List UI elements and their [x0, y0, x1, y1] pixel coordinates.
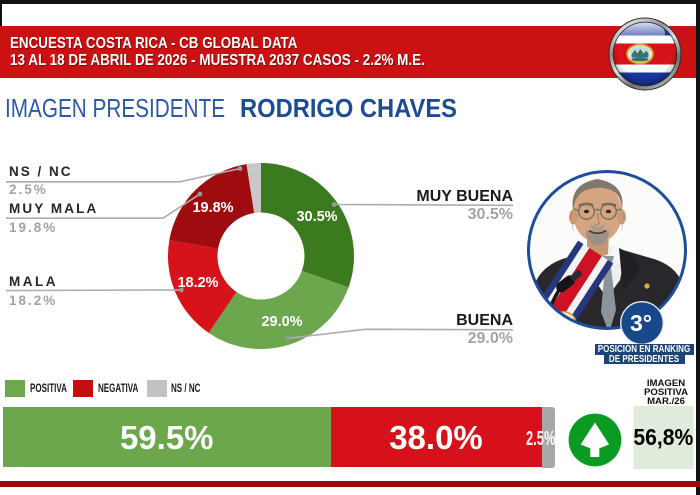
svg-text:3°: 3°	[630, 310, 652, 336]
